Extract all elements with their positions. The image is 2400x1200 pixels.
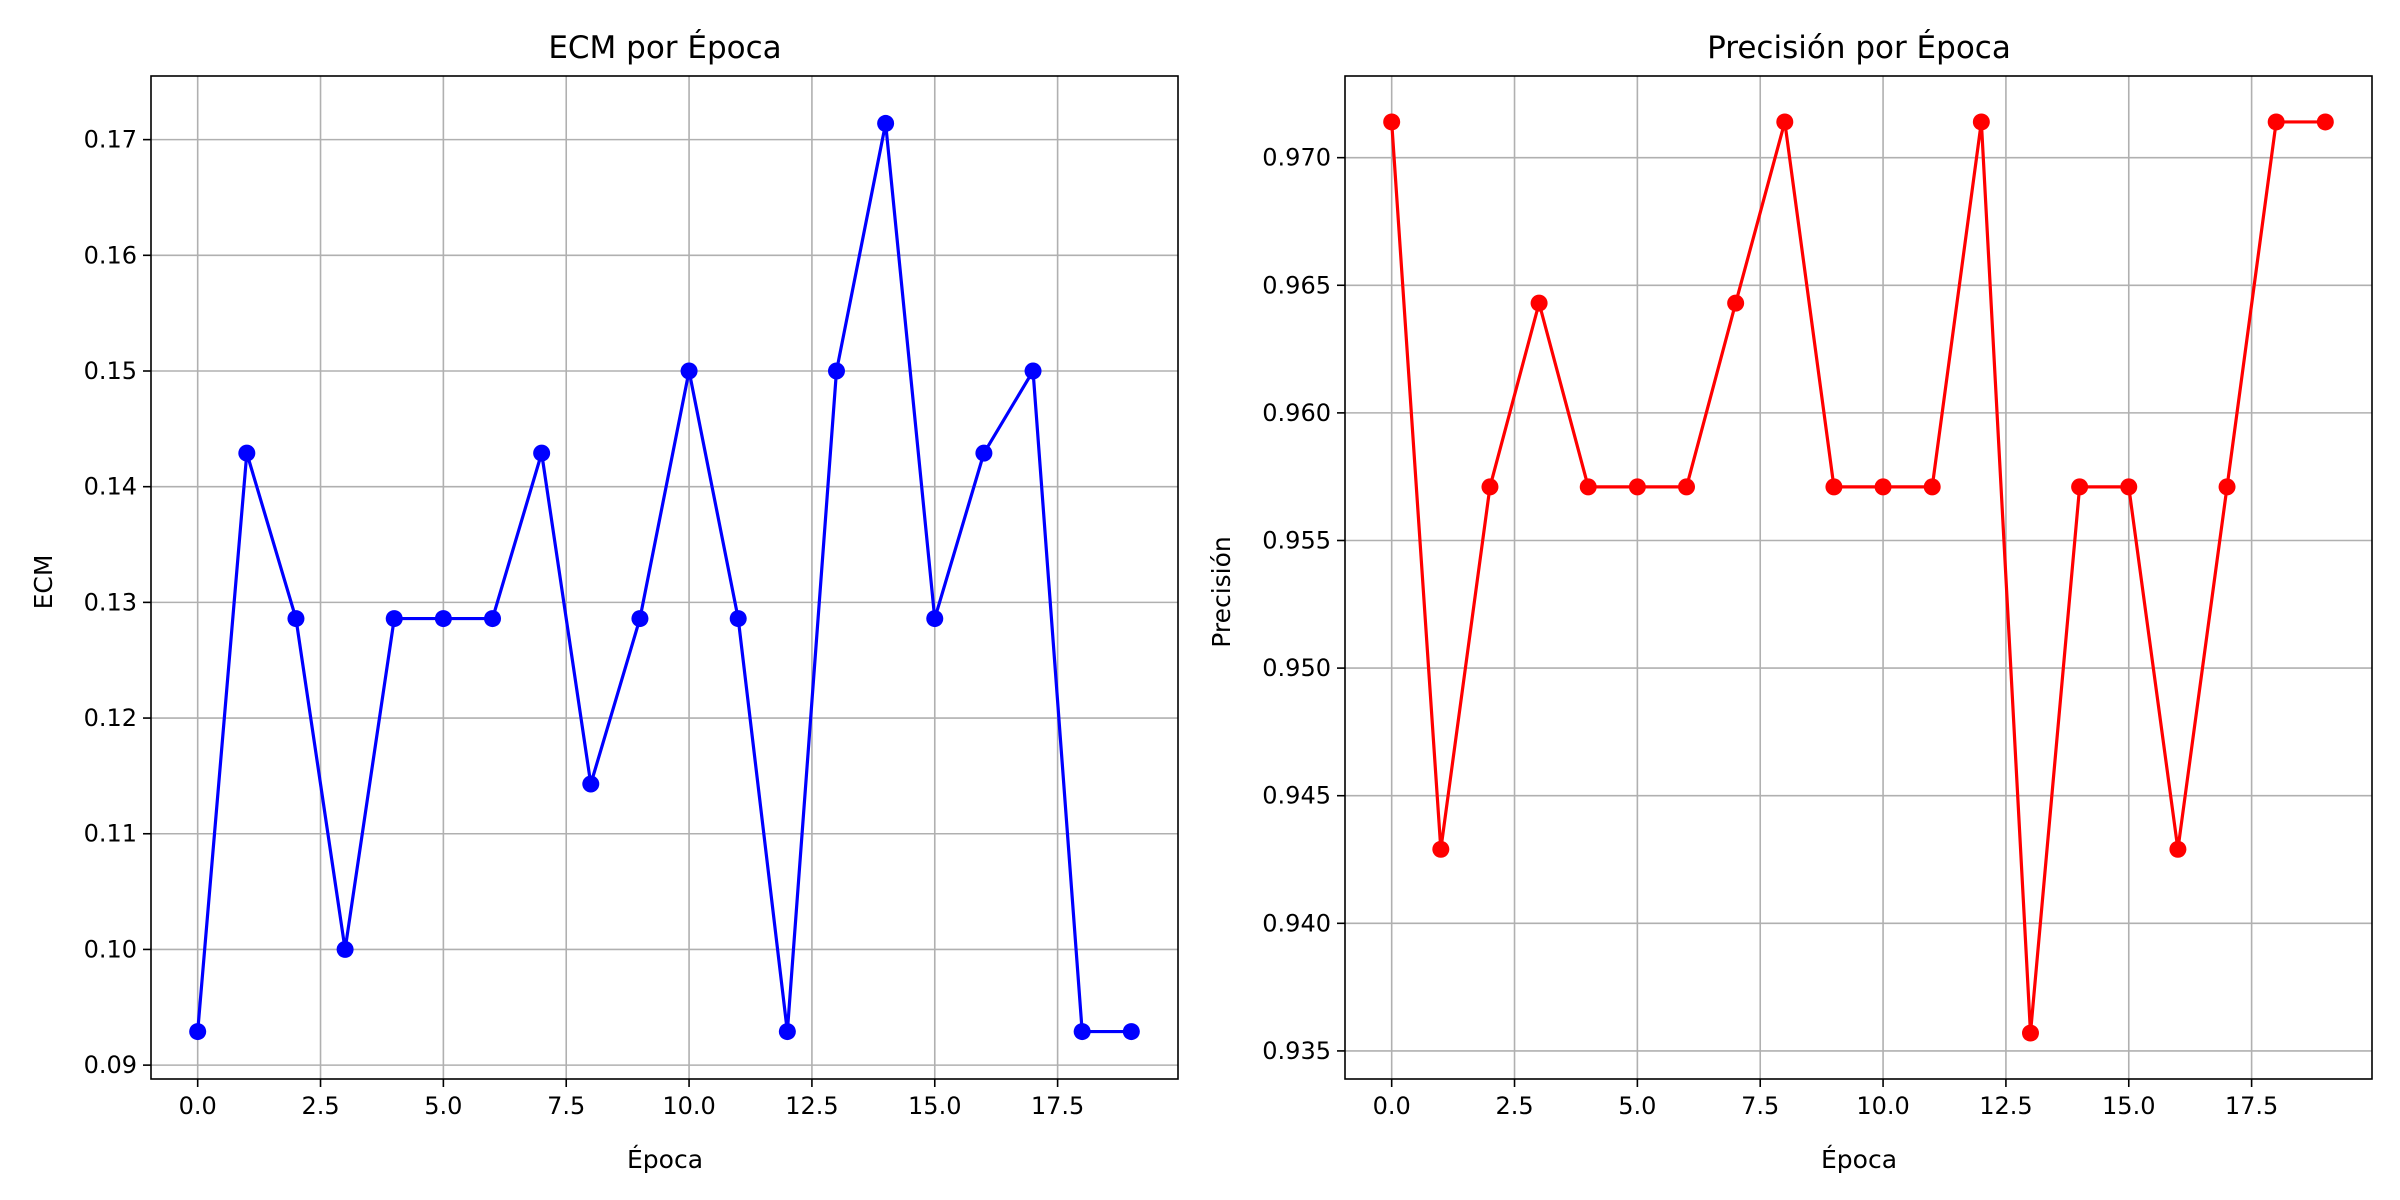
precision-data-point xyxy=(2169,841,2186,858)
precision-x-tick-label: 17.5 xyxy=(2225,1092,2278,1120)
precision-y-tick-label: 0.945 xyxy=(1262,782,1331,810)
precision-data-point xyxy=(1678,478,1695,495)
precision-chart-title: Precisión por Época xyxy=(1707,30,2011,66)
ecm-data-point xyxy=(1074,1023,1091,1040)
precision-y-tick-label: 0.960 xyxy=(1262,399,1331,427)
ecm-y-tick-label: 0.13 xyxy=(84,588,137,616)
ecm-data-point xyxy=(386,610,403,627)
precision-y-tick-label: 0.955 xyxy=(1262,526,1331,554)
ecm-x-tick-label: 0.0 xyxy=(179,1092,217,1120)
precision-x-axis-label: Época xyxy=(1821,1145,1897,1174)
ecm-data-point xyxy=(287,610,304,627)
precision-data-point xyxy=(1875,478,1892,495)
ecm-data-point xyxy=(681,363,698,380)
precision-data-point xyxy=(1727,295,1744,312)
precision-y-axis-label: Precisión xyxy=(1207,536,1236,648)
precision-data-point xyxy=(1825,478,1842,495)
precision-data-point xyxy=(1580,478,1597,495)
precision-data-point xyxy=(1481,478,1498,495)
ecm-y-axis-label: ECM xyxy=(29,555,58,610)
ecm-y-tick-label: 0.15 xyxy=(84,357,137,385)
ecm-x-tick-label: 5.0 xyxy=(424,1092,462,1120)
ecm-x-tick-label: 12.5 xyxy=(785,1092,838,1120)
ecm-x-tick-label: 15.0 xyxy=(908,1092,961,1120)
ecm-y-tick-label: 0.09 xyxy=(84,1051,137,1079)
ecm-data-point xyxy=(582,776,599,793)
ecm-data-point xyxy=(337,941,354,958)
precision-y-tick-label: 0.940 xyxy=(1262,909,1331,937)
precision-x-tick-label: 15.0 xyxy=(2102,1092,2155,1120)
ecm-y-tick-label: 0.11 xyxy=(84,820,137,848)
ecm-data-point xyxy=(877,115,894,132)
precision-data-point xyxy=(1531,295,1548,312)
precision-x-tick-label: 7.5 xyxy=(1741,1092,1779,1120)
ecm-y-tick-label: 0.14 xyxy=(84,473,137,501)
ecm-data-point xyxy=(435,610,452,627)
ecm-data-point xyxy=(238,445,255,462)
ecm-y-tick-label: 0.10 xyxy=(84,935,137,963)
ecm-data-point xyxy=(779,1023,796,1040)
precision-data-point xyxy=(2317,113,2334,130)
ecm-chart-title: ECM por Época xyxy=(548,30,781,66)
ecm-x-tick-label: 10.0 xyxy=(662,1092,715,1120)
ecm-x-tick-label: 2.5 xyxy=(301,1092,339,1120)
precision-y-tick-label: 0.970 xyxy=(1262,144,1331,172)
ecm-data-point xyxy=(828,363,845,380)
precision-y-tick-label: 0.950 xyxy=(1262,654,1331,682)
precision-y-tick-label: 0.935 xyxy=(1262,1037,1331,1065)
precision-data-point xyxy=(1776,113,1793,130)
ecm-data-point xyxy=(1025,363,1042,380)
precision-data-point xyxy=(1432,841,1449,858)
ecm-data-point xyxy=(926,610,943,627)
ecm-data-point xyxy=(631,610,648,627)
precision-data-point xyxy=(1973,113,1990,130)
ecm-data-point xyxy=(1123,1023,1140,1040)
precision-data-point xyxy=(2071,478,2088,495)
ecm-data-point xyxy=(484,610,501,627)
precision-y-tick-label: 0.965 xyxy=(1262,271,1331,299)
precision-data-point xyxy=(1924,478,1941,495)
ecm-y-tick-label: 0.16 xyxy=(84,241,137,269)
precision-data-point xyxy=(1629,478,1646,495)
precision-x-tick-label: 5.0 xyxy=(1618,1092,1656,1120)
ecm-x-tick-label: 17.5 xyxy=(1031,1092,1084,1120)
precision-data-point xyxy=(2120,478,2137,495)
ecm-x-tick-label: 7.5 xyxy=(547,1092,585,1120)
precision-data-point xyxy=(2219,478,2236,495)
ecm-data-point xyxy=(730,610,747,627)
ecm-data-point xyxy=(975,445,992,462)
ecm-y-tick-label: 0.12 xyxy=(84,704,137,732)
precision-x-tick-label: 12.5 xyxy=(1979,1092,2032,1120)
ecm-x-axis-label: Época xyxy=(627,1145,703,1174)
precision-data-point xyxy=(2022,1025,2039,1042)
precision-x-tick-label: 0.0 xyxy=(1373,1092,1411,1120)
precision-x-tick-label: 10.0 xyxy=(1856,1092,1909,1120)
precision-data-point xyxy=(2268,113,2285,130)
ecm-y-tick-label: 0.17 xyxy=(84,126,137,154)
precision-x-tick-label: 2.5 xyxy=(1495,1092,1533,1120)
precision-data-point xyxy=(1383,113,1400,130)
ecm-data-point xyxy=(533,445,550,462)
ecm-data-point xyxy=(189,1023,206,1040)
